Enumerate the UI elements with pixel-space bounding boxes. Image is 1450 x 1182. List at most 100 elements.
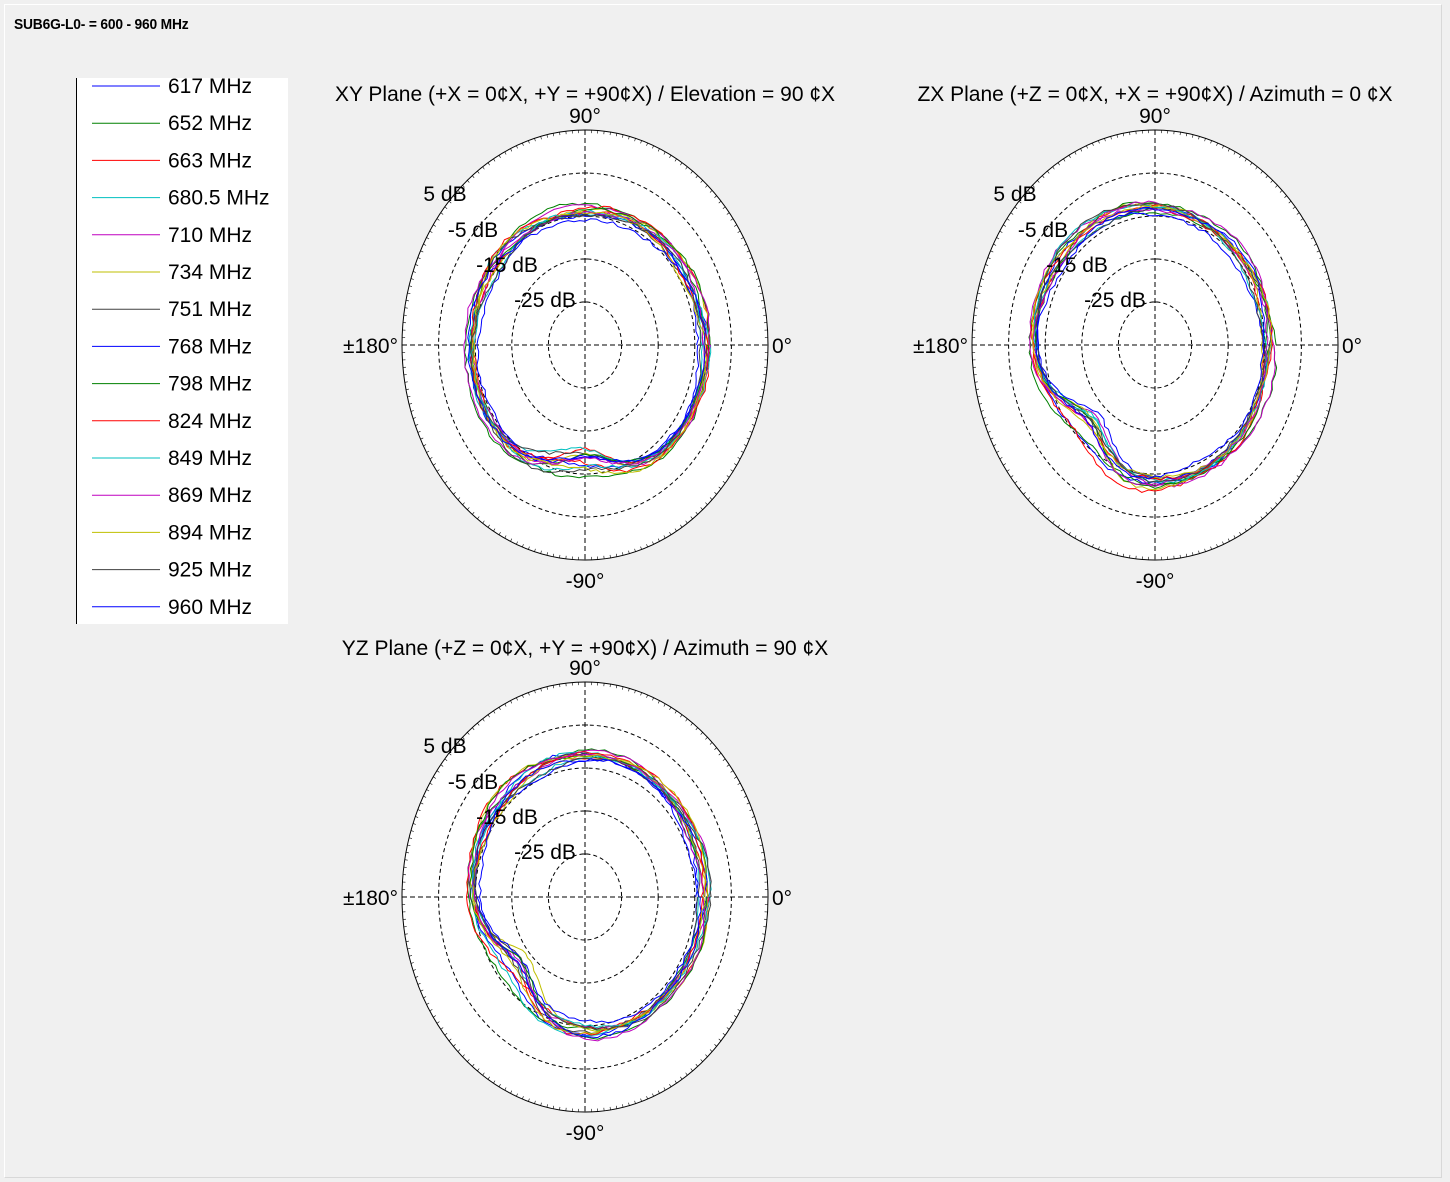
- boundary-tick: [737, 230, 741, 233]
- boundary-tick: [1198, 136, 1200, 140]
- boundary-tick: [409, 285, 413, 287]
- boundary-tick: [1037, 507, 1040, 510]
- boundary-tick: [1110, 550, 1112, 554]
- boundary-tick: [1265, 175, 1268, 179]
- boundary-tick: [982, 271, 986, 273]
- boundary-tick: [1185, 553, 1188, 557]
- boundary-tick: [1326, 410, 1330, 412]
- boundary-tick: [740, 237, 744, 240]
- page-title: SUB6G-L0- = 600 - 960 MHz: [14, 16, 189, 33]
- boundary-tick: [457, 190, 461, 193]
- legend-label: 617 MHz: [168, 75, 252, 98]
- boundary-tick: [714, 1044, 717, 1047]
- boundary-tick: [737, 457, 741, 460]
- legend-label: 798 MHz: [168, 373, 252, 396]
- boundary-tick: [429, 230, 433, 233]
- boundary-tick: [404, 859, 408, 861]
- boundary-tick: [1324, 417, 1328, 419]
- radial-label: -5 dB: [448, 219, 498, 242]
- boundary-tick: [1316, 250, 1320, 253]
- boundary-tick: [1104, 138, 1106, 142]
- boundary-tick: [534, 690, 536, 694]
- boundary-tick: [749, 430, 753, 433]
- boundary-tick: [482, 166, 485, 170]
- boundary-tick: [417, 982, 421, 985]
- boundary-tick: [722, 1033, 726, 1036]
- boundary-tick: [663, 1087, 666, 1091]
- boundary-tick: [759, 395, 763, 398]
- boundary-tick: [751, 424, 755, 426]
- boundary-tick: [1010, 475, 1014, 478]
- boundary-tick: [1307, 230, 1311, 233]
- boundary-tick: [420, 437, 424, 440]
- boundary-tick: [622, 134, 624, 138]
- boundary-tick: [1319, 430, 1323, 433]
- boundary-tick: [740, 450, 744, 453]
- boundary-tick: [409, 403, 413, 405]
- boundary-tick: [622, 1104, 624, 1108]
- boundary-tick: [628, 1102, 630, 1106]
- legend-label: 894 MHz: [168, 521, 252, 544]
- boundary-tick: [646, 142, 648, 146]
- boundary-tick: [762, 933, 766, 935]
- legend-label: 824 MHz: [168, 410, 252, 433]
- polar-plot-2: ZX Plane (+Z = 0¢X, +X = +90¢X) / Azimut…: [913, 83, 1393, 593]
- boundary-tick: [433, 776, 436, 779]
- legend: 617 MHz 652 MHz 663 MHz 680.5 MHz 710 MHz 734…: [76, 75, 288, 624]
- boundary-tick: [1018, 486, 1022, 490]
- boundary-tick: [714, 492, 717, 495]
- boundary-tick: [493, 1080, 496, 1084]
- angle-label-left: ±180°: [343, 335, 398, 358]
- radial-label: -25 dB: [514, 841, 576, 864]
- boundary-tick: [628, 688, 630, 692]
- boundary-tick: [1233, 151, 1236, 155]
- radial-label: -15 dB: [476, 254, 538, 277]
- boundary-tick: [714, 195, 717, 198]
- boundary-tick: [1321, 264, 1325, 266]
- angle-label-top: 90°: [569, 105, 601, 128]
- boundary-tick: [743, 795, 747, 798]
- boundary-tick: [457, 742, 461, 745]
- boundary-tick: [423, 996, 427, 999]
- legend-label: 925 MHz: [168, 559, 252, 582]
- boundary-tick: [467, 1059, 470, 1062]
- boundary-tick: [528, 1098, 530, 1102]
- boundary-tick: [979, 285, 983, 287]
- boundary-tick: [996, 450, 1000, 453]
- boundary-tick: [510, 148, 513, 152]
- boundary-tick: [1250, 162, 1253, 166]
- boundary-tick: [405, 300, 409, 302]
- boundary-tick: [407, 947, 411, 950]
- boundary-tick: [467, 732, 470, 735]
- boundary-tick: [493, 158, 496, 162]
- series-line: [1036, 212, 1268, 480]
- boundary-tick: [761, 940, 765, 942]
- boundary-tick: [634, 1100, 636, 1104]
- boundary-tick: [477, 722, 480, 726]
- boundary-tick: [410, 830, 414, 832]
- boundary-tick: [714, 747, 717, 750]
- legend-label: 710 MHz: [168, 224, 252, 247]
- boundary-tick: [993, 243, 997, 246]
- boundary-tick: [695, 511, 698, 515]
- boundary-tick: [759, 292, 763, 295]
- boundary-tick: [980, 278, 984, 280]
- boundary-tick: [718, 752, 722, 756]
- boundary-tick: [440, 764, 444, 767]
- angle-label-left: ±180°: [343, 887, 398, 910]
- boundary-tick: [979, 403, 983, 405]
- boundary-tick: [726, 764, 730, 767]
- legend-label: 652 MHz: [168, 112, 252, 135]
- boundary-tick: [1092, 142, 1094, 146]
- angle-label-right: 0°: [772, 335, 792, 358]
- legend-label: 768 MHz: [168, 335, 252, 358]
- boundary-tick: [1192, 134, 1194, 138]
- boundary-tick: [1279, 497, 1283, 500]
- boundary-tick: [516, 697, 518, 701]
- boundary-tick: [1047, 516, 1050, 520]
- boundary-tick: [467, 507, 470, 510]
- boundary-tick: [1104, 548, 1106, 552]
- boundary-tick: [751, 976, 755, 978]
- boundary-tick: [1296, 475, 1300, 478]
- boundary-tick: [1057, 162, 1060, 166]
